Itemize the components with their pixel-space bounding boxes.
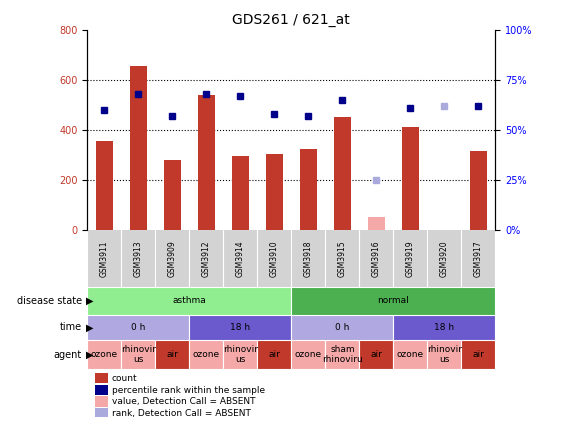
Text: air: air [370,350,382,359]
Text: normal: normal [378,296,409,305]
Text: GSM3919: GSM3919 [406,240,415,276]
Text: GSM3920: GSM3920 [440,240,449,276]
Bar [257,340,292,369]
Text: ▶: ▶ [86,296,93,306]
Bar [292,340,325,369]
Text: 18 h: 18 h [230,323,251,332]
Text: air: air [472,350,484,359]
Text: sham
rhinoviru: sham rhinoviru [322,345,363,365]
Text: GSM3909: GSM3909 [168,240,177,277]
Bar [96,396,109,407]
Bar [87,287,292,315]
Text: disease state: disease state [16,296,82,306]
Bar [155,340,189,369]
Text: GSM3913: GSM3913 [134,240,143,276]
Text: GSM3914: GSM3914 [236,240,245,276]
Text: ozone: ozone [193,350,220,359]
Text: asthma: asthma [172,296,206,305]
Bar [368,218,385,230]
Bar [334,118,351,230]
Bar [87,315,189,340]
Bar [427,340,462,369]
Text: percentile rank within the sample: percentile rank within the sample [111,386,265,394]
Bar [470,151,487,230]
Text: rhinovir
us: rhinovir us [427,345,462,365]
Text: 0 h: 0 h [335,323,350,332]
Text: air: air [269,350,280,359]
Bar [325,340,359,369]
Text: 0 h: 0 h [131,323,145,332]
Text: ▶: ▶ [86,350,93,360]
Bar [198,95,215,230]
Bar [189,340,224,369]
Bar [292,315,394,340]
Bar [87,340,121,369]
Bar [96,385,109,395]
Bar [232,156,249,230]
Bar [402,127,419,230]
Bar [292,287,495,315]
Bar [96,141,113,230]
Text: agent: agent [53,350,82,360]
Text: ozone: ozone [295,350,322,359]
Bar [462,340,495,369]
Bar [394,340,427,369]
Text: GSM3917: GSM3917 [474,240,483,276]
Text: air: air [166,350,178,359]
Bar [96,373,109,383]
Bar [359,340,394,369]
Text: GSM3911: GSM3911 [100,240,109,276]
Text: ozone: ozone [91,350,118,359]
Bar [130,66,147,230]
Bar [266,154,283,230]
Bar [300,149,317,230]
Text: GSM3912: GSM3912 [202,240,211,276]
Text: rank, Detection Call = ABSENT: rank, Detection Call = ABSENT [111,409,251,418]
Text: rhinovir
us: rhinovir us [121,345,156,365]
Text: time: time [60,322,82,332]
Bar [189,315,292,340]
Bar [394,315,495,340]
Bar [224,340,257,369]
Text: GSM3915: GSM3915 [338,240,347,276]
Text: count: count [111,374,137,383]
Bar [164,160,181,230]
Text: value, Detection Call = ABSENT: value, Detection Call = ABSENT [111,397,255,406]
Text: GSM3918: GSM3918 [304,240,313,276]
Text: GSM3916: GSM3916 [372,240,381,276]
Text: ▶: ▶ [86,322,93,332]
Bar [121,340,155,369]
Title: GDS261 / 621_at: GDS261 / 621_at [233,13,350,27]
Bar [96,409,109,419]
Text: GSM3910: GSM3910 [270,240,279,276]
Text: 18 h: 18 h [435,323,454,332]
Text: rhinovir
us: rhinovir us [223,345,258,365]
Text: ozone: ozone [397,350,424,359]
